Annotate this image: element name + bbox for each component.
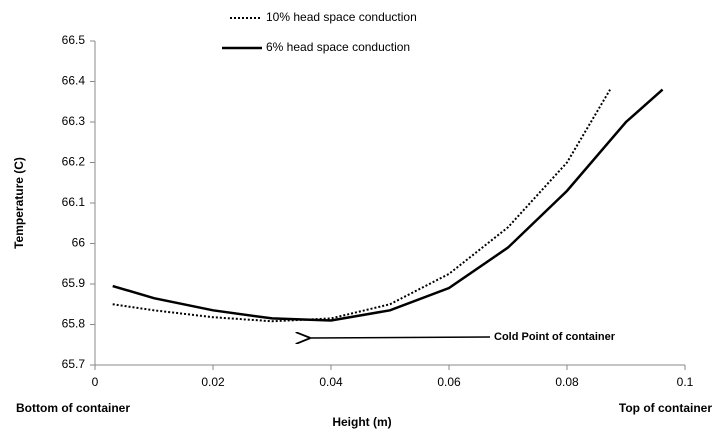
y-tick-label: 66.1: [62, 195, 86, 209]
y-tick-label: 65.9: [62, 276, 86, 290]
x-axis-label: Height (m): [332, 415, 391, 429]
series-line: [112, 89, 611, 323]
x-tick-label: 0.08: [555, 375, 579, 389]
annotation-arrow: [309, 337, 491, 338]
y-tick-label: 66.2: [62, 155, 86, 169]
y-tick-label: 66.4: [62, 74, 86, 88]
y-tick-label: 66.3: [62, 114, 86, 128]
y-tick-label: 65.8: [62, 317, 86, 331]
y-axis-label: Temperature (C): [12, 157, 26, 249]
y-tick-label: 65.7: [62, 357, 86, 371]
x-tick-label: 0.1: [677, 375, 694, 389]
y-tick-label: 66.5: [62, 33, 86, 47]
x-tick-label: 0.06: [437, 375, 461, 389]
annotation: Cold Point of container: [494, 331, 616, 343]
x-tick-label: 0: [92, 375, 99, 389]
legend-label: 10% head space conduction: [266, 10, 417, 24]
y-tick-label: 66: [72, 236, 86, 250]
series-line: [112, 88, 664, 322]
x-tick-label: 0.04: [319, 375, 343, 389]
annotation: Top of container: [619, 401, 712, 415]
annotation: Bottom of container: [16, 401, 130, 415]
legend-label: 6% head space conduction: [266, 40, 410, 54]
x-tick-label: 0.02: [201, 375, 225, 389]
